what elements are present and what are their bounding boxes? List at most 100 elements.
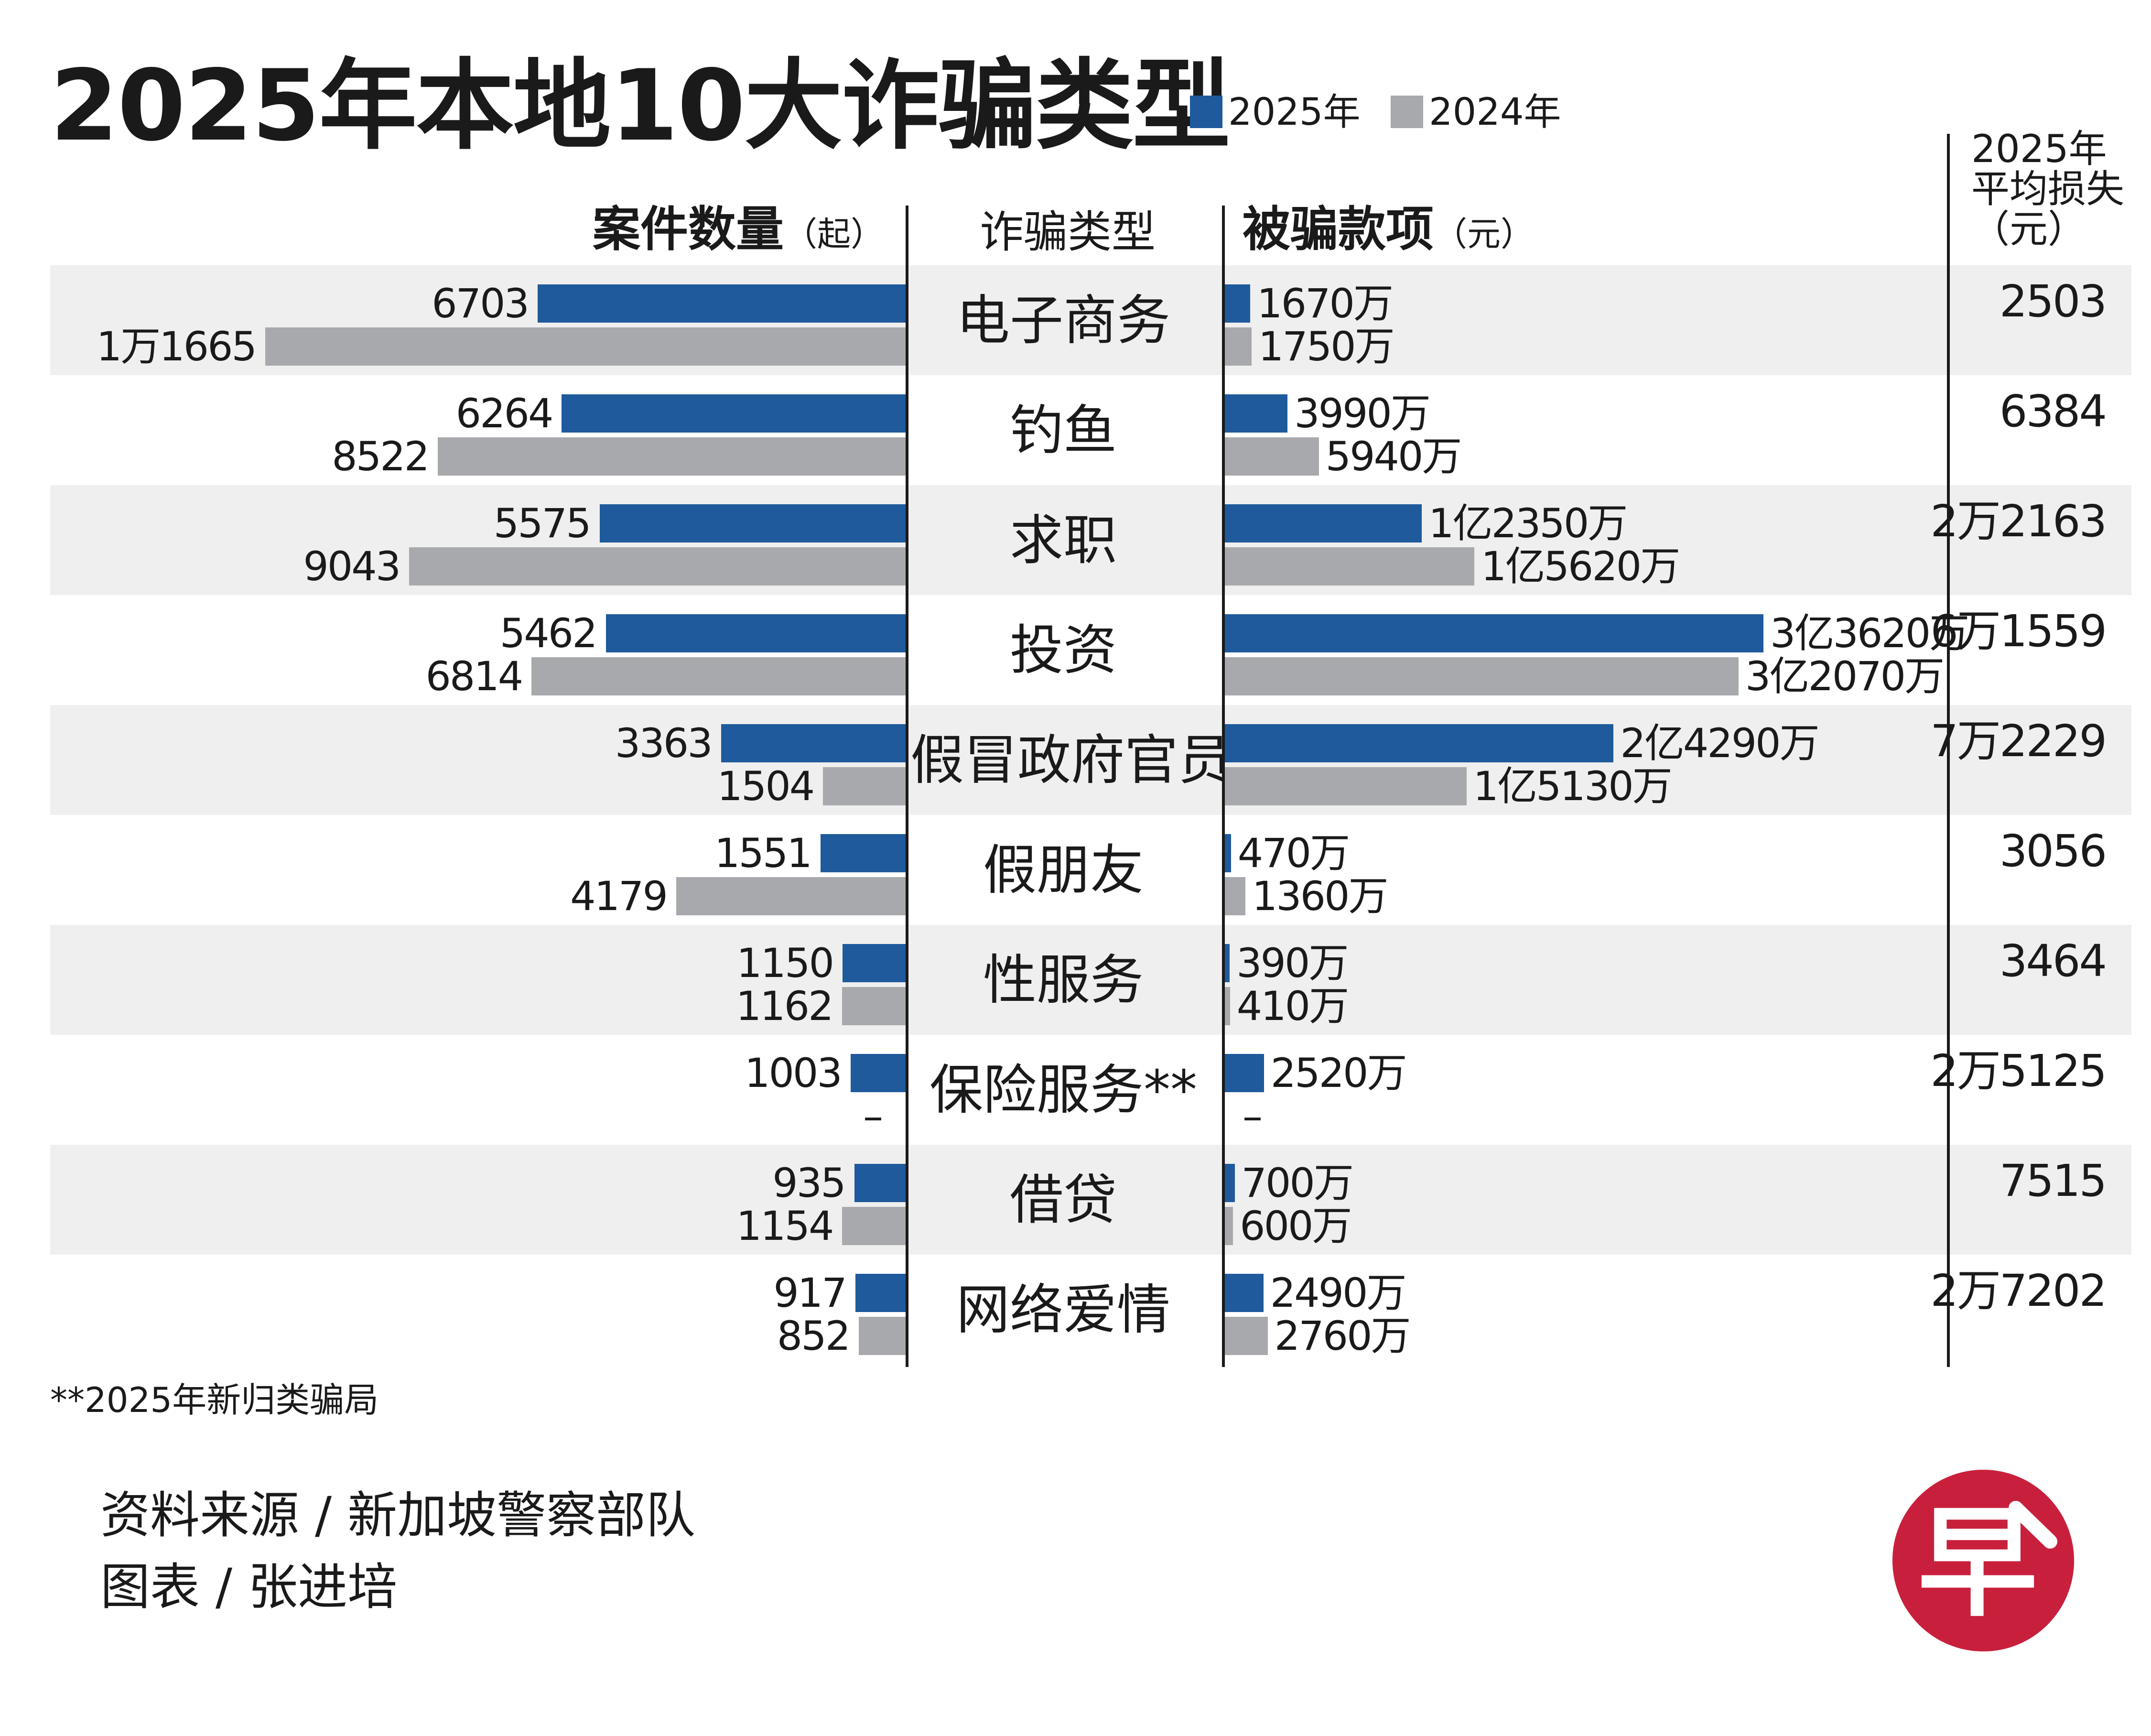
chart-author-credit: 图表 / 张进培	[100, 1558, 398, 1616]
legend-label-2025: 2025年	[1228, 91, 1361, 134]
cases-label-2024: 8522	[332, 433, 430, 480]
zaobao-logo-glyph: 早	[1892, 1470, 2074, 1651]
cases-bar-2024	[859, 1317, 906, 1355]
cases-label-2025: 6264	[455, 390, 554, 437]
amount-label-2024: 1360万	[1252, 873, 1389, 920]
cases-label-2025: 1003	[745, 1050, 843, 1096]
cases-bar-2025	[721, 724, 906, 762]
avg-loss-header: 2025年 平均损失 （元）	[1971, 129, 2124, 250]
amount-bar-2024	[1223, 987, 1230, 1025]
amount-bar-2025	[1223, 504, 1422, 542]
cases-label-2024: 1162	[735, 983, 834, 1030]
type-header: 诈骗类型	[980, 206, 1156, 258]
cases-label-2024: 1154	[736, 1203, 834, 1249]
cases-label-2025: 935	[772, 1160, 846, 1206]
cases-bar-2024	[438, 437, 906, 476]
amount-label-2024: 1750万	[1258, 323, 1395, 370]
amount-label-2025: 390万	[1236, 940, 1349, 987]
amount-label-2024: 5940万	[1325, 433, 1462, 480]
chart-area: 电子商务 6703 1万1665 1670万 1750万 2503 钓鱼 6264 8522 39…	[50, 265, 2131, 1359]
amount-bar-2025	[1223, 284, 1251, 323]
amount-header-title: 被骗款项	[1243, 201, 1434, 257]
amount-bar-2025	[1223, 1164, 1235, 1202]
amount-bar-2024	[1223, 657, 1739, 695]
cases-label-2024: 1万1665	[96, 323, 257, 370]
amount-bar-2025	[1223, 394, 1288, 433]
amount-bar-2024	[1223, 437, 1319, 476]
row-band	[50, 1145, 2131, 1255]
category-label: 钓鱼	[1010, 400, 1117, 462]
amount-bar-2025	[1223, 944, 1230, 982]
legend-swatch-2024	[1391, 96, 1423, 128]
amount-bar-2024	[1223, 767, 1467, 805]
cases-bar-2024	[676, 877, 906, 915]
avg-loss-header-line1: 2025年	[1971, 127, 2107, 171]
row-band	[50, 485, 2131, 595]
avg-loss-value: 6万1559	[1930, 606, 2107, 657]
amount-label-2024: 1亿5620万	[1481, 543, 1680, 590]
cases-bar-2024	[531, 657, 906, 695]
row-band	[50, 925, 2131, 1035]
amount-label-2025: 1亿2350万	[1428, 500, 1628, 547]
cases-label-2025: 5462	[499, 610, 598, 657]
source-credit: 资料来源 / 新加坡警察部队	[100, 1486, 696, 1544]
cases-bar-2024	[409, 547, 906, 586]
cases-bar-2025	[820, 834, 906, 872]
amount-header-unit: （元）	[1434, 215, 1534, 254]
cases-bar-2024	[823, 767, 906, 805]
amount-label-2025: 3990万	[1294, 390, 1431, 437]
avg-loss-value: 3056	[1999, 825, 2107, 877]
cases-label-2025: 5575	[493, 500, 592, 547]
amount-header: 被骗款项（元）	[1243, 206, 1534, 253]
amount-label-2025: 470万	[1237, 830, 1350, 877]
avg-loss-value: 7515	[1999, 1155, 2107, 1206]
category-label: 电子商务	[956, 290, 1170, 352]
category-label: 借贷	[1010, 1169, 1117, 1231]
cases-bar-2024	[265, 327, 906, 366]
category-label: 投资	[1010, 619, 1117, 682]
amount-bar-2024	[1223, 1317, 1268, 1355]
cases-label-2025: 917	[773, 1269, 847, 1316]
cases-bar-2025	[842, 944, 906, 982]
category-label: 保险服务**	[930, 1059, 1197, 1121]
cases-bar-2024	[842, 987, 906, 1025]
amount-label-2025: 1670万	[1257, 280, 1394, 327]
category-label: 假朋友	[983, 839, 1144, 901]
amount-label-2025: 2亿4290万	[1620, 720, 1819, 767]
amount-label-2024: 1亿5130万	[1473, 763, 1673, 810]
cases-label-2024: 9043	[303, 543, 401, 590]
amount-bar-2025	[1223, 1274, 1264, 1312]
cases-label-2025: 1551	[714, 830, 812, 877]
cases-label-2024: 4179	[570, 873, 668, 920]
divider-amount	[1222, 206, 1225, 1367]
cases-label-2024: 1504	[717, 763, 815, 810]
cases-header: 案件数量（起）	[593, 206, 884, 253]
category-label: 求职	[1010, 510, 1117, 572]
cases-bar-2025	[855, 1274, 906, 1312]
cases-bar-2025	[538, 284, 906, 323]
cases-label-2025: 1150	[736, 940, 834, 987]
amount-bar-2024	[1223, 877, 1245, 915]
category-label: 性服务	[983, 949, 1144, 1011]
amount-label-2024: 2760万	[1274, 1313, 1411, 1359]
zaobao-logo: 早	[1892, 1470, 2074, 1651]
cases-header-title: 案件数量	[593, 201, 784, 257]
logo-character: 早	[1918, 1494, 2037, 1633]
cases-bar-2025	[854, 1164, 906, 1202]
amount-bar-2024	[1223, 327, 1252, 366]
avg-loss-value: 2万2163	[1930, 496, 2107, 547]
cases-label-2024: 6814	[425, 653, 523, 700]
legend-label-2024: 2024年	[1429, 91, 1561, 134]
footnote: **2025年新归类骗局	[50, 1380, 379, 1420]
amount-label-2025: 2520万	[1270, 1050, 1407, 1096]
cases-bar-2025	[850, 1054, 906, 1092]
amount-label-2024: 410万	[1236, 983, 1349, 1030]
row-band	[50, 705, 2131, 815]
amount-label-2024: 600万	[1240, 1203, 1352, 1249]
cases-bar-2025	[599, 504, 906, 542]
category-label: 网络爱情	[956, 1279, 1170, 1341]
amount-bar-2025	[1223, 834, 1231, 872]
divider-avg	[1947, 134, 1950, 1367]
amount-bar-2025	[1223, 614, 1763, 652]
avg-loss-header-line2: 平均损失	[1971, 167, 2124, 211]
